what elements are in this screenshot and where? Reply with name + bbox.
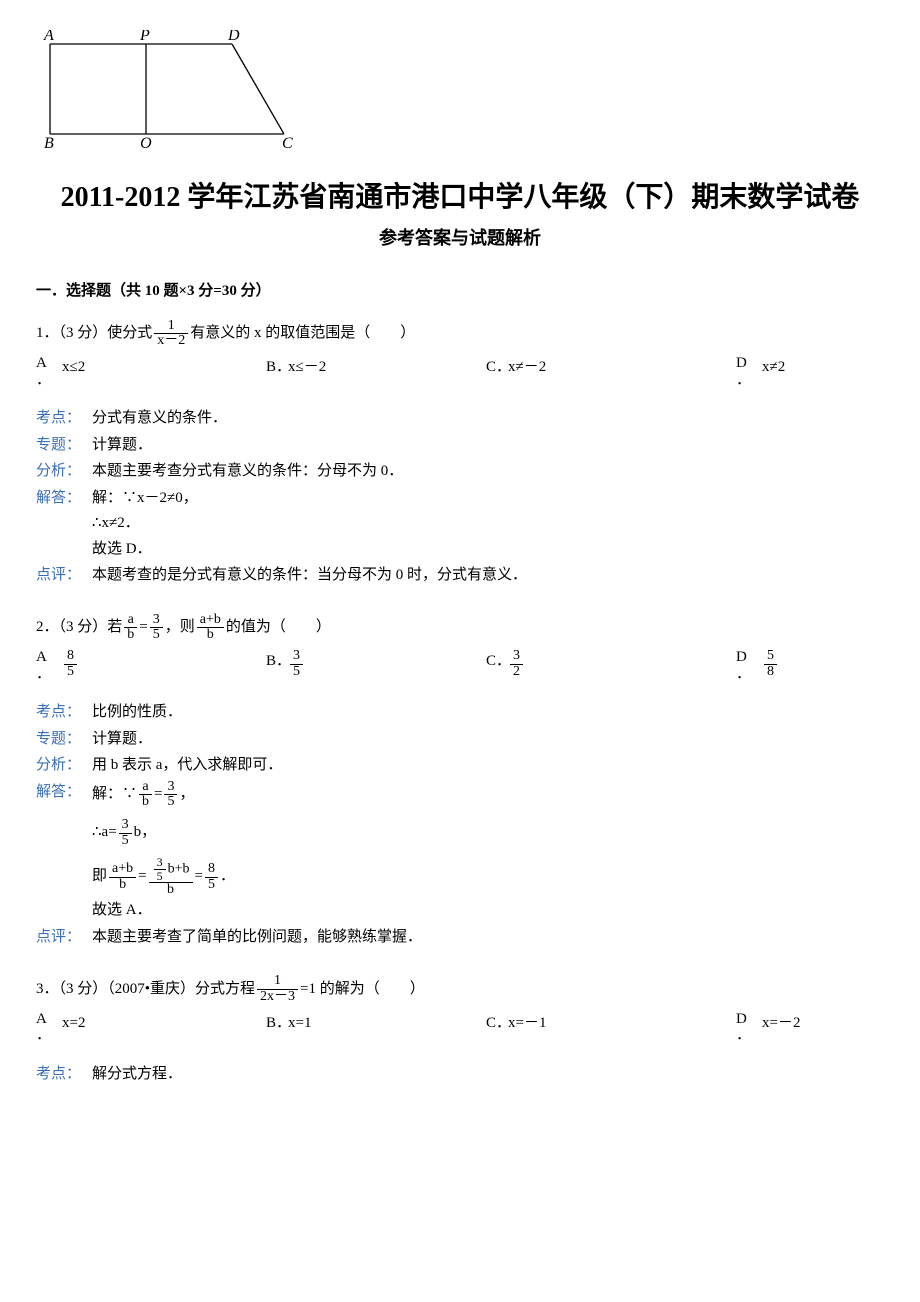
q1-stem: 1．（3 分）使分式 1 x－2 有意义的 x 的取值范围是（ ） <box>36 319 884 349</box>
question-1: 1．（3 分）使分式 1 x－2 有意义的 x 的取值范围是（ ） A． x≤2… <box>36 319 884 589</box>
label-jieda: 解答： <box>36 486 92 512</box>
question-3: 3．（3 分）（2007•重庆）分式方程 1 2x－3 =1 的解为（ ） A．… <box>36 974 884 1087</box>
q2-option-A: A． 85 <box>36 649 266 682</box>
q3-option-C: C．x=－1 <box>486 1011 736 1044</box>
q2-f1: ab <box>124 613 137 643</box>
q2-mid: ，则 <box>165 615 195 641</box>
q2-option-D: D． 58 <box>736 649 856 682</box>
q3-option-A: A． x=2 <box>36 1011 266 1044</box>
page-title: 2011-2012 学年江苏省南通市港口中学八年级（下）期末数学试卷 <box>36 178 884 217</box>
geometry-diagram: A P D B Q C <box>36 30 884 158</box>
q2-option-C: C． 32 <box>486 649 736 682</box>
q1-fraction: 1 x－2 <box>154 319 188 349</box>
label-B: B <box>44 135 54 148</box>
page-subtitle: 参考答案与试题解析 <box>36 223 884 254</box>
q3-options: A． x=2 B．x=1 C．x=－1 D． x=－2 <box>36 1011 884 1044</box>
q1-option-D: D． x≠2 <box>736 355 856 388</box>
q1-stem-post: 有意义的 x 的取值范围是（ ） <box>190 321 415 347</box>
label-dianping: 点评： <box>36 563 92 589</box>
q2-stem-post: 的值为（ ） <box>226 615 331 641</box>
q2-stem-pre: 2．（3 分）若 <box>36 615 122 641</box>
q2-stem: 2．（3 分）若 ab = 35 ，则 a+bb 的值为（ ） <box>36 613 884 643</box>
q3-option-D: D． x=－2 <box>736 1011 856 1044</box>
label-A: A <box>43 30 54 44</box>
q1-option-B: B．x≤－2 <box>266 355 486 388</box>
label-P: P <box>139 30 150 44</box>
q2-option-B: B． 35 <box>266 649 486 682</box>
q3-stem: 3．（3 分）（2007•重庆）分式方程 1 2x－3 =1 的解为（ ） <box>36 974 884 1004</box>
q1-option-C: C．x≠－2 <box>486 355 736 388</box>
label-D: D <box>227 30 240 44</box>
q1-explain: 考点：分式有意义的条件． 专题：计算题． 分析：本题主要考查分式有意义的条件：分… <box>36 406 884 589</box>
q2-f2: 35 <box>150 613 163 643</box>
label-fenxi: 分析： <box>36 459 92 485</box>
q2-explain: 考点：比例的性质． 专题：计算题． 分析：用 b 表示 a，代入求解即可． 解答… <box>36 700 884 950</box>
section-1-heading: 一．选择题（共 10 题×3 分=30 分） <box>36 279 884 305</box>
q1-options: A． x≤2 B．x≤－2 C．x≠－2 D． x≠2 <box>36 355 884 388</box>
label-zhuanti: 专题： <box>36 433 92 459</box>
q2-f3: a+bb <box>197 613 224 643</box>
q3-explain: 考点：解分式方程． <box>36 1062 884 1088</box>
q3-stem-pre: 3．（3 分）（2007•重庆）分式方程 <box>36 977 255 1003</box>
question-2: 2．（3 分）若 ab = 35 ，则 a+bb 的值为（ ） A． 85 B．… <box>36 613 884 951</box>
q3-fraction: 1 2x－3 <box>257 974 298 1004</box>
q3-option-B: B．x=1 <box>266 1011 486 1044</box>
label-Q: Q <box>140 135 152 148</box>
q3-stem-post: =1 的解为（ ） <box>300 977 425 1003</box>
q2-options: A． 85 B． 35 C． 32 D． 58 <box>36 649 884 682</box>
q1-option-A: A． x≤2 <box>36 355 266 388</box>
label-C: C <box>282 135 293 148</box>
label-kaodian: 考点： <box>36 406 92 432</box>
q1-stem-pre: 1．（3 分）使分式 <box>36 321 152 347</box>
